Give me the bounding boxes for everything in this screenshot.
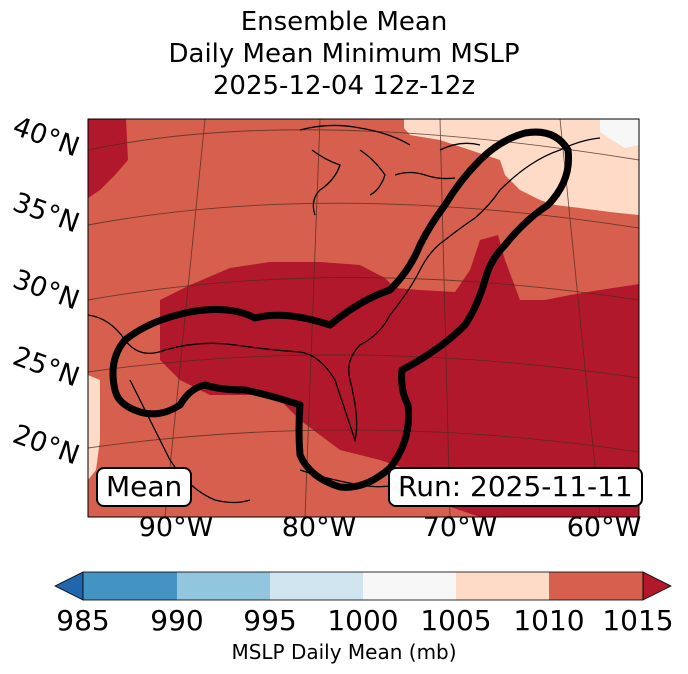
mean-label-box: Mean: [96, 467, 193, 507]
colorbar-tick-985: 985: [56, 604, 110, 637]
title-line-1: Ensemble Mean: [240, 7, 448, 37]
lon-label-60: 60°W: [566, 512, 642, 543]
colorbar-tick-990: 990: [150, 604, 204, 637]
colorbar-tick-1005: 1005: [420, 604, 492, 637]
colorbar-tick-995: 995: [243, 604, 297, 637]
colorbar-frame: [82, 571, 644, 601]
map-border: [87, 118, 640, 518]
contour-outline: [109, 128, 573, 491]
colorbar-segment: [363, 572, 456, 600]
lon-label-80: 80°W: [281, 512, 357, 543]
colorbar-segment: [549, 572, 643, 600]
colorbar-under-arrow: [54, 571, 84, 601]
colorbar: [54, 571, 672, 601]
colorbar-tick-1015: 1015: [602, 604, 674, 637]
colorbar-segment: [83, 572, 177, 600]
mslp-field-1000-corner: [600, 119, 639, 148]
lon-label-90: 90°W: [138, 512, 214, 543]
colorbar-tick-1010: 1010: [513, 604, 585, 637]
colorbar-segment: [177, 572, 270, 600]
title-line-3: 2025-12-04 12z-12z: [212, 71, 476, 101]
title-line-2: Daily Mean Minimum MSLP: [168, 39, 520, 69]
colorbar-segment: [270, 572, 363, 600]
colorbar-segment: [456, 572, 549, 600]
mslp-field-1015-northwest: [88, 119, 128, 198]
mslp-field-1005-southwest: [88, 375, 100, 480]
lon-label-70: 70°W: [422, 512, 498, 543]
colorbar-tick-1000: 1000: [327, 604, 399, 637]
graticule: [88, 119, 639, 517]
colorbar-label: MSLP Daily Mean (mb): [231, 640, 457, 664]
run-date-box: Run: 2025-11-11: [388, 467, 643, 507]
colorbar-over-arrow: [642, 571, 672, 601]
